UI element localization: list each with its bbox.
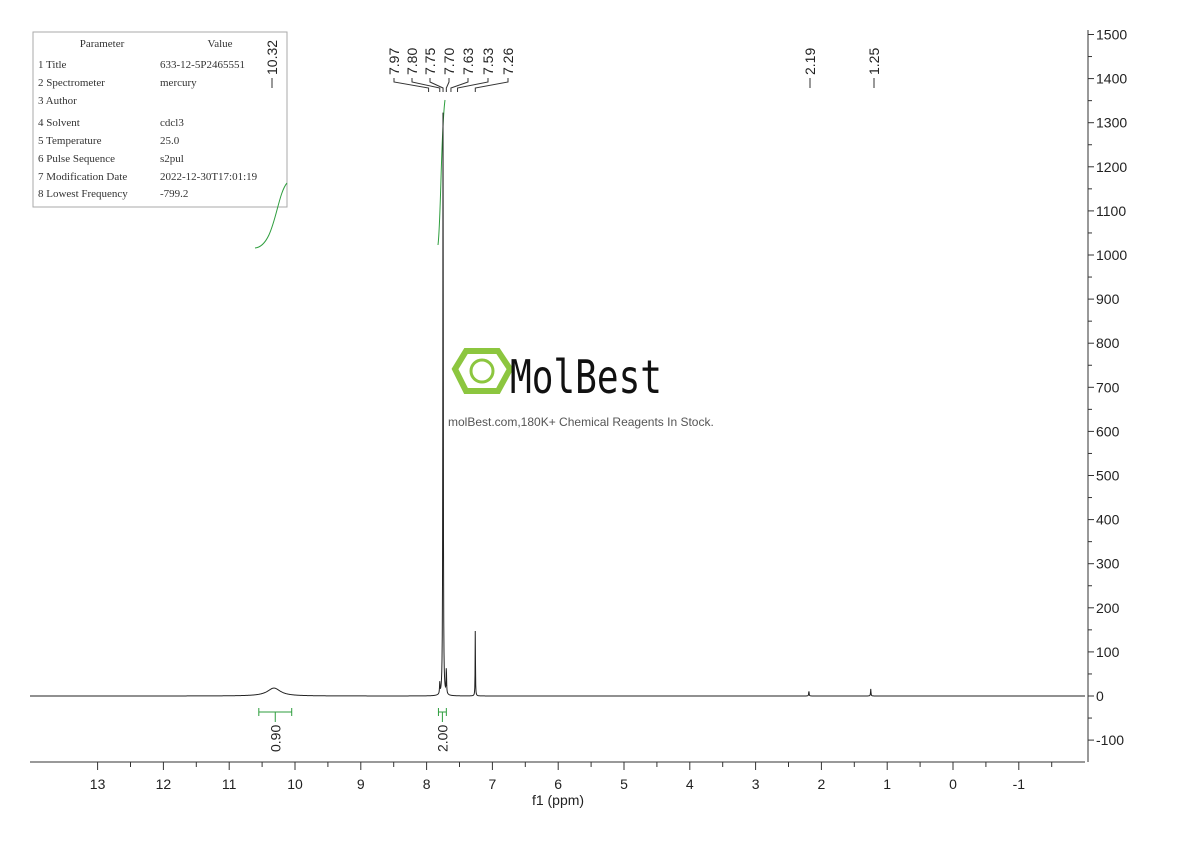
logo-hexagon-icon (451, 348, 514, 394)
y-tick-label: 700 (1096, 379, 1120, 395)
molbest-watermark: MolBest molBest.com,180K+ Chemical Reage… (448, 348, 714, 429)
logo-text: MolBest (510, 350, 662, 404)
param-name: 8 Lowest Frequency (38, 188, 128, 200)
peak-label-connector (445, 78, 450, 92)
param-value: 25.0 (160, 135, 180, 147)
y-tick-label: 900 (1096, 291, 1120, 307)
param-name: 6 Pulse Sequence (38, 153, 115, 165)
peak-label: 7.97 (386, 48, 402, 75)
y-tick-label: 400 (1096, 512, 1120, 528)
peak-label: 7.75 (422, 48, 438, 75)
peak-label-connector (393, 78, 430, 92)
value-header: Value (207, 38, 232, 50)
peak-label-connector (429, 78, 444, 92)
peak-label: 7.70 (441, 48, 457, 75)
y-tick-label: 800 (1096, 335, 1120, 351)
param-value: -799.2 (160, 188, 188, 200)
x-tick-label: 12 (156, 776, 172, 792)
x-tick-label: 10 (287, 776, 303, 792)
x-tick-label: 1 (883, 776, 891, 792)
watermark-tagline: molBest.com,180K+ Chemical Reagents In S… (448, 415, 714, 429)
y-tick-label: 200 (1096, 600, 1120, 616)
x-tick-label: 8 (423, 776, 431, 792)
x-tick-label: 3 (752, 776, 760, 792)
peak-label: 7.26 (500, 48, 516, 75)
y-tick-label: 300 (1096, 556, 1120, 572)
x-tick-label: 4 (686, 776, 694, 792)
parameter-table: Parameter Value 1 Title 633-12-5P2465551 2 S… (32, 31, 288, 208)
param-name: 7 Modification Date (38, 171, 127, 183)
param-name: 1 Title (38, 59, 67, 71)
peak-label-connector (474, 78, 509, 92)
peak-label: 10.32 (264, 40, 280, 75)
peak-label: 7.53 (480, 48, 496, 75)
peak-label-connector (457, 78, 489, 92)
x-tick-label: 13 (90, 776, 106, 792)
y-tick-label: 1100 (1096, 203, 1126, 219)
param-name: 2 Spectrometer (38, 77, 105, 89)
y-tick-label: 0 (1096, 688, 1104, 704)
integral-value: 2.00 (434, 725, 450, 752)
integral-bracket (437, 708, 447, 722)
peak-label-connector (450, 78, 469, 92)
y-tick-label: -100 (1096, 732, 1124, 748)
x-tick-label: 0 (949, 776, 957, 792)
integral-bracket (258, 708, 293, 722)
x-tick-label: -1 (1013, 776, 1026, 792)
param-header: Parameter (80, 38, 125, 50)
param-name: 4 Solvent (38, 117, 80, 129)
y-tick-label: 1400 (1096, 71, 1127, 87)
peak-label: 7.80 (404, 48, 420, 75)
y-tick-label: 600 (1096, 423, 1120, 439)
x-tick-label: 7 (489, 776, 497, 792)
peak-label: 7.63 (460, 48, 476, 75)
x-tick-label: 6 (554, 776, 562, 792)
y-tick-label: 500 (1096, 468, 1120, 484)
integral-value: 0.90 (267, 725, 283, 752)
param-value: cdcl3 (160, 117, 184, 129)
x-tick-label: 11 (222, 776, 237, 792)
peak-label: 1.25 (866, 48, 882, 75)
y-tick-label: 1000 (1096, 247, 1127, 263)
x-tick-label: 5 (620, 776, 628, 792)
integral-curve (254, 182, 288, 249)
param-value: mercury (160, 77, 197, 89)
integral-curve (437, 99, 446, 246)
x-tick-label: 2 (818, 776, 826, 792)
param-value: s2pul (160, 153, 184, 165)
x-axis-label: f1 (ppm) (532, 792, 584, 808)
param-value: 633-12-5P2465551 (160, 59, 245, 71)
y-tick-label: 1300 (1096, 115, 1127, 131)
spectrum-line (30, 112, 1085, 697)
param-value: 2022-12-30T17:01:19 (160, 171, 258, 183)
peak-label: 2.19 (802, 48, 818, 75)
x-tick-label: 9 (357, 776, 365, 792)
logo-ring-icon (469, 358, 495, 384)
param-name: 3 Author (38, 95, 77, 107)
y-tick-label: 100 (1096, 644, 1120, 660)
y-tick-label: 1200 (1096, 159, 1127, 175)
peak-label-connector (411, 78, 441, 92)
y-tick-label: 1500 (1096, 27, 1127, 43)
param-name: 5 Temperature (38, 135, 102, 147)
